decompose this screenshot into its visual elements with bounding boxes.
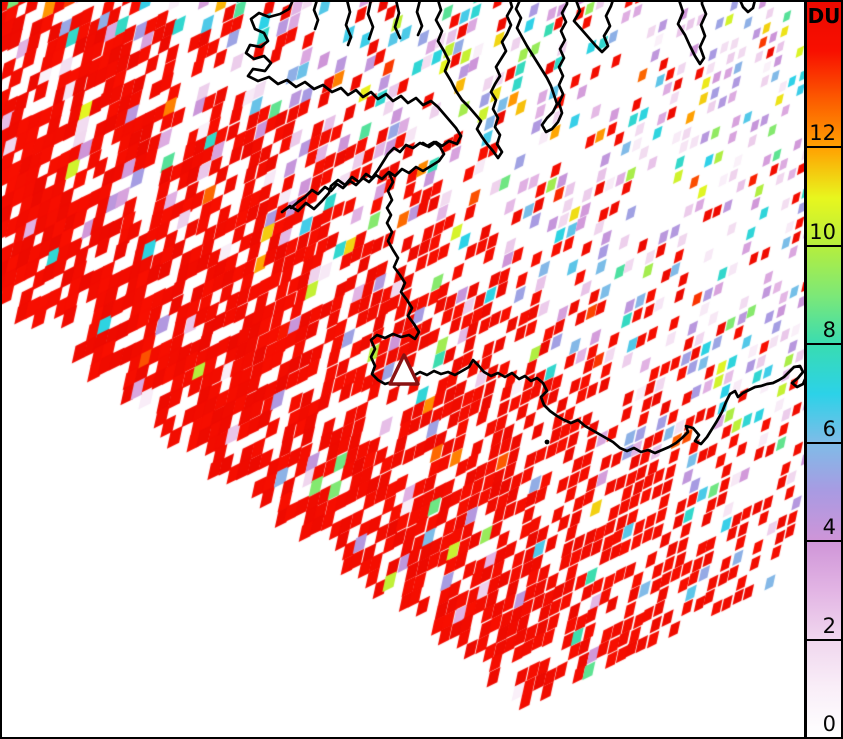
colorbar-tick (804, 441, 843, 444)
colorbar-tick-label: 10 (809, 219, 836, 244)
colorbar-tick-label: 12 (809, 121, 836, 145)
figure-frame-left (0, 0, 2, 739)
colorbar-tick-label: 4 (822, 515, 836, 539)
colorbar-tick (804, 638, 843, 641)
colorbar-title: DU (807, 4, 841, 28)
figure-frame-top (0, 0, 843, 2)
colorbar-frame (804, 0, 807, 739)
colorbar-tick (804, 540, 843, 542)
colorbar-tick-label: 6 (822, 416, 836, 441)
figure-frame-right (841, 0, 843, 739)
colorbar-tick (804, 146, 843, 148)
map-canvas (0, 0, 804, 739)
colorbar-gradient (807, 2, 843, 737)
colorbar-tick (804, 244, 843, 247)
colorbar-tick-label: 0 (822, 712, 836, 736)
colorbar-tick-label: 8 (822, 318, 836, 342)
figure-frame-bottom (0, 737, 843, 739)
colorbar-tick (804, 343, 843, 345)
colorbar-tick-label: 2 (822, 613, 836, 638)
